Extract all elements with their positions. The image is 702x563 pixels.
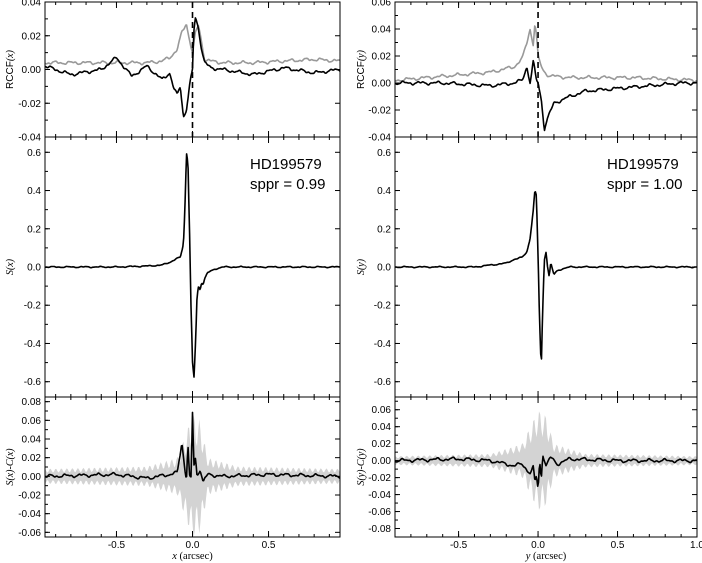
series-line-1 [395, 59, 697, 132]
annotation-sppr: sppr = 1.00 [607, 176, 682, 193]
panel-right-2: -0.08 -0.06 -0.04 -0.02 0.00 0.02 0.04 0.06 S(y)… [356, 396, 702, 562]
plot-area-right-1 [395, 191, 697, 360]
y-axis-label: RCCF(y) [356, 49, 367, 89]
y-tick-label: -0.02 [368, 106, 391, 117]
y-tick-label: 0.4 [377, 186, 391, 197]
y-tick-label: -0.04 [368, 133, 391, 144]
annotation-star-name: HD199579 [607, 156, 679, 173]
y-tick-label: -0.2 [24, 301, 42, 312]
y-tick-label: 0.02 [22, 453, 42, 464]
y-tick-label: 0.00 [22, 65, 42, 76]
panel-right-1: -0.6 -0.4 -0.2 0.0 0.2 0.4 0.6 S(y) HD199579 sppr… [356, 136, 698, 398]
plot-area-right-0 [395, 25, 697, 132]
uncertainty-band [45, 414, 340, 537]
series-line-0 [45, 411, 340, 482]
y-tick-label: -0.06 [18, 528, 41, 539]
y-tick-label: 0.2 [377, 224, 391, 235]
y-tick-label: -0.04 [368, 490, 391, 501]
y-tick-label: 0.0 [27, 263, 41, 274]
y-tick-label: 0.06 [372, 0, 392, 9]
y-tick-label: -0.02 [18, 491, 41, 502]
y-tick-label: 0.06 [372, 405, 392, 416]
x-tick-label: 0.5 [262, 540, 276, 551]
x-tick-label: 0.0 [186, 540, 200, 551]
panel-right-0: -0.04 -0.02 0.00 0.02 0.04 0.06 RCCF(y) [356, 0, 698, 144]
annotation-star-name: HD199579 [250, 156, 322, 173]
y-tick-label: -0.4 [374, 339, 392, 350]
series-line-0 [45, 153, 340, 378]
x-tick-label: 0.0 [531, 540, 545, 551]
y-tick-label: -0.04 [18, 509, 41, 520]
panel-frame [394, 1, 698, 138]
y-tick-label: 0.04 [22, 435, 42, 446]
y-tick-label: -0.04 [18, 133, 41, 144]
y-tick-label: -0.2 [374, 301, 392, 312]
y-tick-label: -0.6 [374, 377, 392, 388]
y-tick-label: -0.08 [368, 524, 391, 535]
plot-area-left-2 [45, 411, 340, 537]
y-axis-label: S(y) [356, 258, 367, 275]
y-tick-label: 0.00 [22, 472, 42, 483]
plot-area-right-2 [395, 411, 697, 510]
plot-area-left-1 [45, 153, 340, 378]
y-tick-label: 0.06 [22, 416, 42, 427]
y-tick-label: -0.6 [24, 377, 42, 388]
uncertainty-band [395, 411, 697, 510]
x-axis-label: y (arcsec) [525, 551, 567, 562]
y-tick-label: 0.04 [372, 422, 392, 433]
y-axis-label: RCCF(x) [5, 49, 16, 89]
y-tick-label: 0.00 [372, 456, 392, 467]
series-line-0 [395, 25, 697, 83]
series-line-1 [45, 17, 340, 118]
x-tick-label: 1.0 [690, 540, 702, 551]
y-tick-label: -0.02 [18, 99, 41, 110]
y-tick-label: -0.02 [368, 473, 391, 484]
y-tick-label: 0.0 [377, 263, 391, 274]
panel-left-1: -0.6 -0.4 -0.2 0.0 0.2 0.4 0.6 S(x) HD199579 sppr… [5, 136, 341, 398]
y-tick-label: 0.02 [22, 31, 42, 42]
y-tick-label: 0.6 [27, 148, 41, 159]
panel-left-2: -0.06 -0.04 -0.02 0.00 0.02 0.04 0.06 0.08 S(x)-… [5, 396, 341, 562]
y-tick-label: 0.04 [372, 25, 392, 36]
x-tick-label: -0.5 [450, 540, 468, 551]
y-tick-label: 0.02 [372, 52, 392, 63]
series-line-0 [395, 191, 697, 360]
x-tick-label: -0.5 [108, 540, 126, 551]
y-axis-label: S(y)-C(y) [356, 448, 367, 486]
y-tick-label: 0.2 [27, 224, 41, 235]
x-tick-label: 0.5 [611, 540, 625, 551]
annotation-sppr: sppr = 0.99 [250, 176, 325, 193]
y-tick-label: 0.02 [372, 439, 392, 450]
y-tick-label: 0.04 [22, 0, 42, 9]
y-tick-label: 0.4 [27, 186, 41, 197]
y-tick-label: 0.6 [377, 148, 391, 159]
y-tick-label: -0.4 [24, 339, 42, 350]
y-tick-label: -0.06 [368, 507, 391, 518]
panel-left-0: -0.04 -0.02 0.00 0.02 0.04 RCCF(x) [5, 0, 341, 144]
y-tick-label: 0.08 [22, 397, 42, 408]
y-axis-label: S(x)-C(x) [5, 448, 16, 486]
panel-frame [394, 396, 698, 538]
y-axis-label: S(x) [5, 258, 16, 275]
y-tick-label: 0.00 [372, 79, 392, 90]
series-line-0 [395, 455, 697, 488]
x-axis-label: x (arcsec) [171, 551, 213, 562]
